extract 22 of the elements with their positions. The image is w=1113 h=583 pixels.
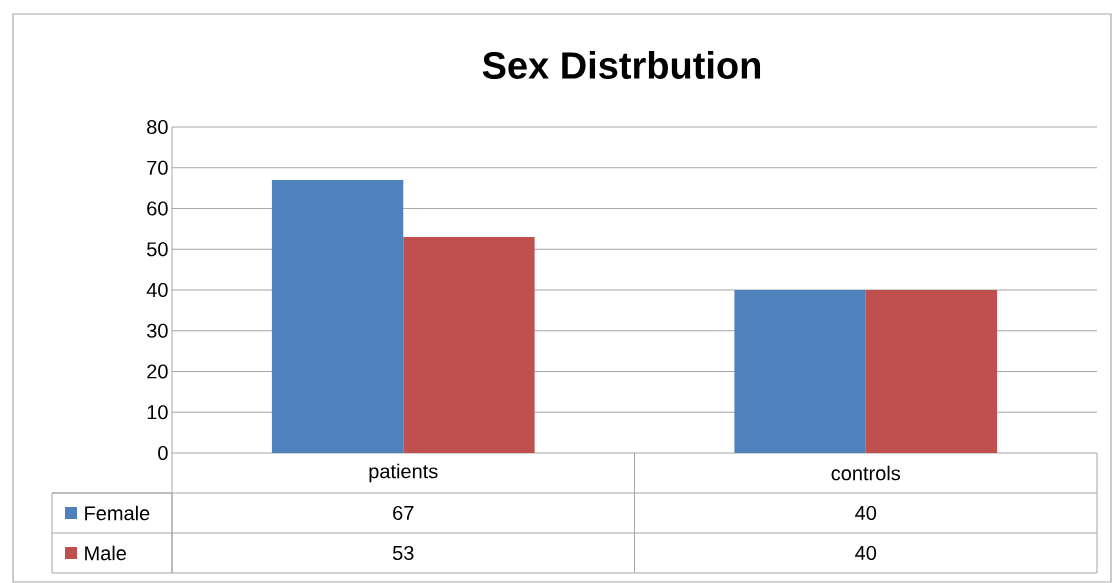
bar (403, 237, 535, 453)
y-tick-label: 0 (158, 445, 168, 461)
y-tick-label: 80 (147, 119, 168, 135)
bar (734, 289, 866, 453)
bar (865, 289, 998, 453)
y-tick-label: 20 (147, 364, 168, 379)
y-tick-label: 30 (147, 323, 168, 338)
data-label: 40 (855, 545, 877, 561)
y-tick-label: 70 (147, 160, 168, 175)
y-tick-label: 40 (146, 282, 168, 298)
legend-label: Male (85, 545, 126, 561)
legend-label: Female (85, 505, 150, 521)
bar (271, 179, 404, 453)
data-label: 53 (392, 545, 414, 561)
y-tick-label: 60 (147, 201, 168, 216)
data-label: 40 (855, 505, 877, 521)
y-tick-label: 50 (147, 242, 168, 257)
x-tick-label: controls (831, 465, 901, 481)
y-tick-label: 10 (147, 405, 168, 420)
data-label: 67 (393, 505, 414, 521)
chart-title: Sex Distrbution (482, 51, 761, 79)
x-tick-label: patients (369, 463, 438, 483)
